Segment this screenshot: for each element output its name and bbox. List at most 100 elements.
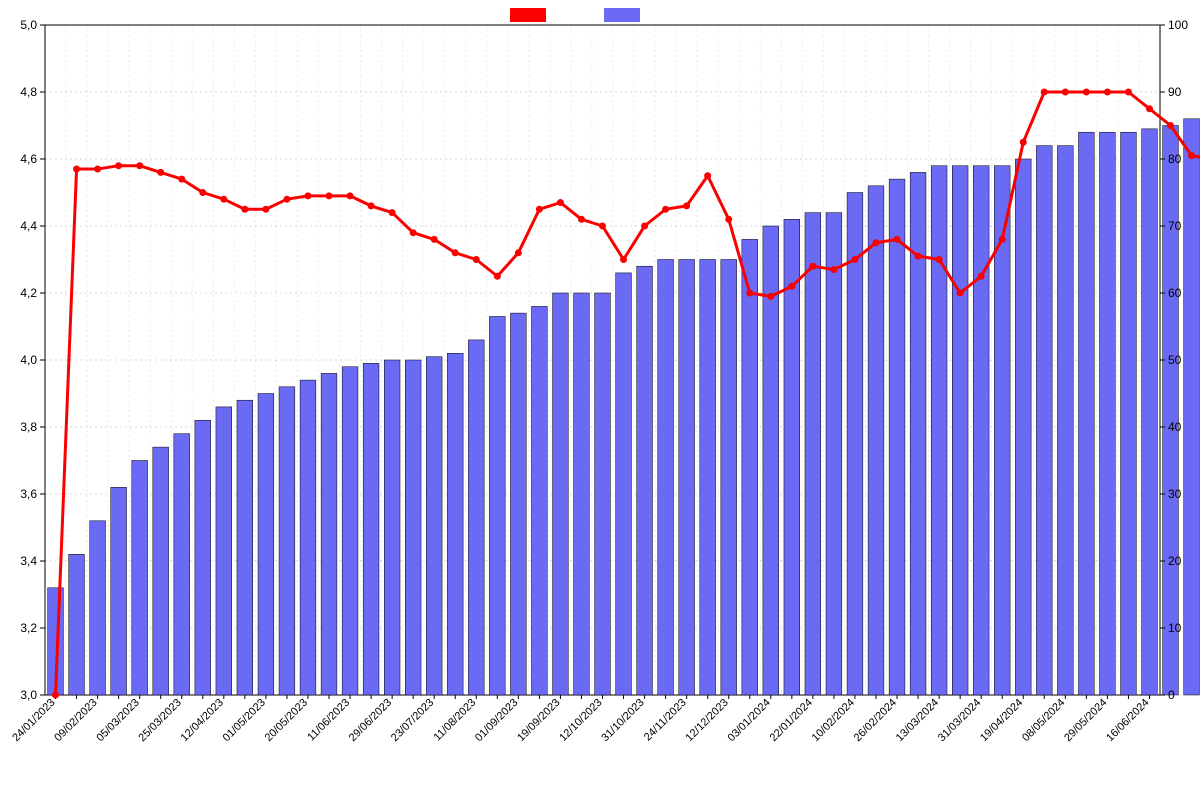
line-marker — [1146, 105, 1153, 112]
bar — [721, 260, 737, 696]
bar — [973, 166, 989, 695]
bar — [1036, 146, 1052, 695]
bar — [321, 373, 337, 695]
right-axis-label: 90 — [1168, 85, 1182, 99]
bar — [426, 357, 442, 695]
bar — [1057, 146, 1073, 695]
right-axis-label: 0 — [1168, 688, 1175, 702]
line-marker — [94, 166, 101, 173]
line-marker — [599, 223, 606, 230]
line-marker — [683, 202, 690, 209]
bar — [195, 420, 211, 695]
bar — [931, 166, 947, 695]
left-axis-label: 4,0 — [20, 353, 37, 367]
legend-swatch — [510, 8, 546, 22]
dual-axis-bar-line-chart: 24/01/202309/02/202305/03/202325/03/2023… — [0, 0, 1200, 800]
bar — [1163, 126, 1179, 696]
left-axis-label: 4,4 — [20, 219, 37, 233]
line-marker — [746, 290, 753, 297]
line-marker — [1125, 89, 1132, 96]
line-marker — [452, 249, 459, 256]
line-marker — [1083, 89, 1090, 96]
line-marker — [894, 236, 901, 243]
bar — [994, 166, 1010, 695]
bar — [384, 360, 400, 695]
bar — [889, 179, 905, 695]
line-marker — [978, 273, 985, 280]
left-axis-label: 3,0 — [20, 688, 37, 702]
line-marker — [767, 293, 774, 300]
bar — [447, 353, 463, 695]
line-marker — [999, 236, 1006, 243]
left-axis-label: 4,6 — [20, 152, 37, 166]
line-marker — [872, 239, 879, 246]
line-marker — [1041, 89, 1048, 96]
line-marker — [368, 202, 375, 209]
line-marker — [73, 166, 80, 173]
line-marker — [52, 692, 59, 699]
line-marker — [936, 256, 943, 263]
right-axis-label: 50 — [1168, 353, 1182, 367]
bar — [69, 554, 85, 695]
line-marker — [178, 176, 185, 183]
bar — [805, 213, 821, 695]
line-marker — [641, 223, 648, 230]
line-marker — [557, 199, 564, 206]
bar — [1015, 159, 1031, 695]
bar — [300, 380, 316, 695]
left-axis-label: 3,2 — [20, 621, 37, 635]
bar — [1078, 132, 1094, 695]
right-axis-label: 40 — [1168, 420, 1182, 434]
line-marker — [515, 249, 522, 256]
line-marker — [809, 263, 816, 270]
line-marker — [915, 253, 922, 260]
bar — [153, 447, 169, 695]
line-marker — [662, 206, 669, 213]
right-axis-label: 20 — [1168, 554, 1182, 568]
line-marker — [410, 229, 417, 236]
line-marker — [473, 256, 480, 263]
bar — [531, 306, 547, 695]
line-marker — [1167, 122, 1174, 129]
line-marker — [578, 216, 585, 223]
bar — [363, 363, 379, 695]
bar — [468, 340, 484, 695]
line-marker — [830, 266, 837, 273]
line-marker — [157, 169, 164, 176]
line-marker — [788, 283, 795, 290]
bar — [1184, 119, 1200, 695]
bar — [826, 213, 842, 695]
line-marker — [220, 196, 227, 203]
bar — [405, 360, 421, 695]
bar — [132, 461, 148, 696]
bar — [510, 313, 526, 695]
bar — [700, 260, 716, 696]
bar — [658, 260, 674, 696]
line-marker — [1062, 89, 1069, 96]
right-axis-label: 80 — [1168, 152, 1182, 166]
bar — [868, 186, 884, 695]
line-marker — [199, 189, 206, 196]
bar — [679, 260, 695, 696]
bar — [111, 487, 127, 695]
line-marker — [1104, 89, 1111, 96]
left-axis-label: 3,6 — [20, 487, 37, 501]
bar — [1142, 129, 1158, 695]
right-axis-label: 10 — [1168, 621, 1182, 635]
right-axis-label: 30 — [1168, 487, 1182, 501]
bar — [237, 400, 253, 695]
legend-swatch — [604, 8, 640, 22]
line-marker — [115, 162, 122, 169]
bar — [637, 266, 653, 695]
left-axis-label: 3,8 — [20, 420, 37, 434]
line-marker — [326, 192, 333, 199]
line-marker — [262, 206, 269, 213]
line-marker — [851, 256, 858, 263]
bar — [616, 273, 632, 695]
bar — [1121, 132, 1137, 695]
bar — [342, 367, 358, 695]
line-marker — [704, 172, 711, 179]
line-marker — [957, 290, 964, 297]
line-marker — [725, 216, 732, 223]
bar — [595, 293, 611, 695]
